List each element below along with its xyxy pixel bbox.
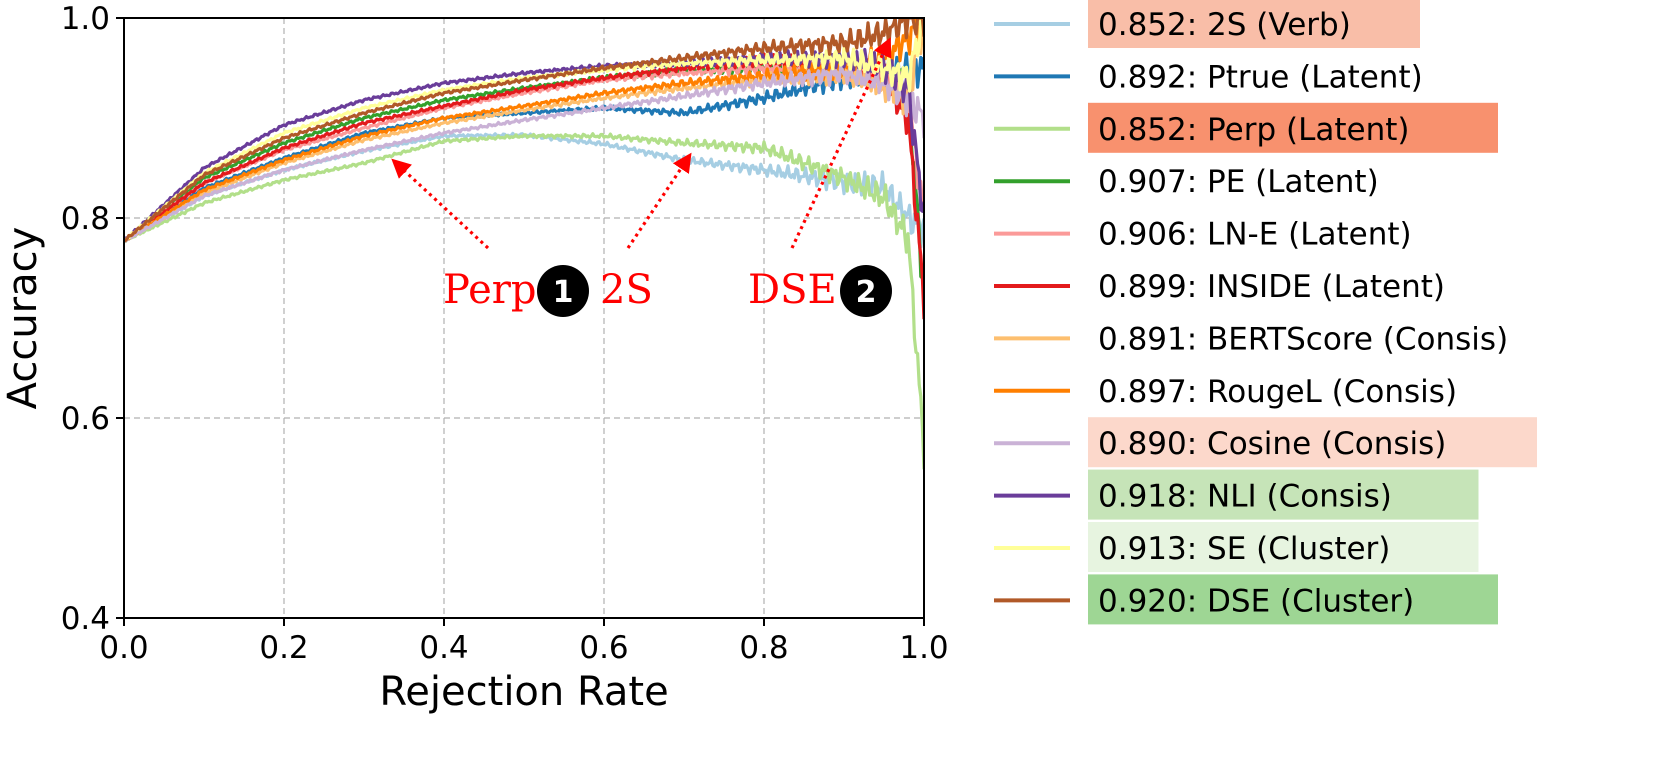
legend-highlight (1088, 522, 1479, 572)
y-tick-label: 0.4 (61, 601, 110, 637)
x-tick-label: 0.8 (739, 630, 788, 666)
annotation-badge (840, 265, 892, 317)
legend-entry: 0.906: LN-E (Latent) (1098, 217, 1412, 253)
x-tick-label: 1.0 (899, 630, 948, 666)
x-tick-label: 0.4 (419, 630, 468, 666)
x-tick-label: 0.6 (579, 630, 628, 666)
legend-entry: 0.918: NLI (Consis) (1098, 479, 1392, 515)
axis-ticks: 0.0 0.2 0.4 0.6 0.8 1.0 0.4 0.6 0.8 1.0 (61, 1, 949, 666)
plot-frame (123, 17, 925, 619)
y-tick-label: 0.8 (61, 201, 110, 237)
annotation-badge-number: 1 (553, 275, 574, 310)
legend-entry: 0.907: PE (Latent) (1098, 164, 1379, 200)
series-lines (124, 18, 924, 470)
annotation-label: Perp (443, 267, 537, 313)
series-line-9 (124, 61, 924, 243)
series-line-10 (124, 45, 924, 243)
legend-entry: 0.891: BERTScore (Consis) (1098, 321, 1508, 357)
legend-entry: 0.852: 2S (Verb) (1098, 7, 1351, 43)
legend-highlight (1088, 417, 1537, 468)
series-line-7 (124, 18, 924, 243)
annotation-arrow (626, 152, 692, 249)
legend-entry: 0.899: INSIDE (Latent) (1098, 269, 1445, 305)
annotation-arrow (790, 37, 892, 249)
x-tick-label: 0.2 (259, 630, 308, 666)
legend-highlight (1088, 469, 1479, 520)
y-axis-title: Accuracy (0, 227, 46, 410)
annotation-badge (537, 265, 589, 317)
y-tick-label: 1.0 (61, 1, 110, 37)
annotation-label: DSE (748, 267, 837, 313)
series-line-3 (124, 132, 924, 470)
x-axis-title: Rejection Rate (379, 669, 668, 715)
legend: 0.852: 2S (Verb) 0.892: Ptrue (Latent) 0.8… (994, 0, 1537, 625)
annotations: Perp 1 2S DSE 2 (391, 37, 892, 317)
legend-highlight (1088, 0, 1420, 48)
legend-highlight (1088, 102, 1498, 153)
legend-highlight (1088, 574, 1498, 625)
annotation-arrow (391, 158, 490, 250)
annotation-label: 2S (600, 267, 653, 313)
legend-entry: 0.892: Ptrue (Latent) (1098, 59, 1423, 95)
legend-entry: 0.852: Perp (Latent) (1098, 112, 1409, 148)
legend-entry: 0.913: SE (Cluster) (1098, 531, 1390, 567)
x-tick-label: 0.0 (99, 630, 148, 666)
legend-entry: 0.890: Cosine (Consis) (1098, 426, 1446, 462)
legend-entry: 0.897: RougeL (Consis) (1098, 374, 1457, 410)
annotation-badge-number: 2 (856, 275, 877, 310)
series-line-12 (124, 18, 924, 243)
y-tick-label: 0.6 (61, 401, 110, 437)
legend-entry: 0.920: DSE (Cluster) (1098, 583, 1414, 619)
